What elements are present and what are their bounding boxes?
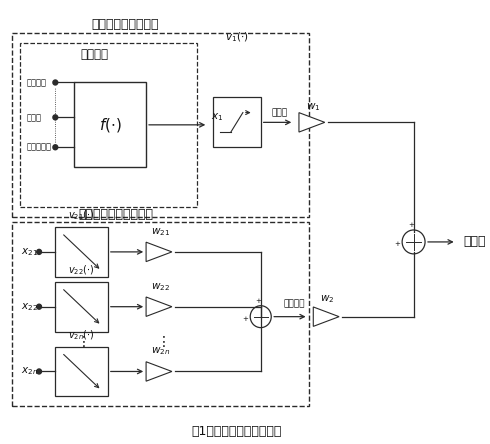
Text: 作付面積: 作付面積 xyxy=(26,78,47,87)
Text: +: + xyxy=(243,316,248,321)
Polygon shape xyxy=(299,113,325,132)
Circle shape xyxy=(37,304,42,309)
Bar xyxy=(12,33,309,217)
Text: 損益構造: 損益構造 xyxy=(80,48,108,61)
Polygon shape xyxy=(146,362,172,381)
Text: $\vdots$: $\vdots$ xyxy=(76,334,86,349)
Bar xyxy=(20,43,196,207)
Circle shape xyxy=(37,369,42,374)
Text: $x_{22}$: $x_{22}$ xyxy=(21,301,38,313)
Text: $v_{22}(\cdot)$: $v_{22}(\cdot)$ xyxy=(68,263,95,277)
Circle shape xyxy=(402,230,425,254)
Polygon shape xyxy=(146,242,172,262)
Text: $w_2$: $w_2$ xyxy=(320,293,335,305)
Bar xyxy=(213,97,261,147)
Bar xyxy=(55,282,108,332)
Text: 反当雇用費: 反当雇用費 xyxy=(26,143,51,152)
Text: $v_{21}(\cdot)$: $v_{21}(\cdot)$ xyxy=(68,208,95,222)
Text: $\vdots$: $\vdots$ xyxy=(156,334,165,349)
Text: $w_{2n}$: $w_{2n}$ xyxy=(151,345,170,357)
Text: $w_1$: $w_1$ xyxy=(306,102,320,113)
Text: +: + xyxy=(394,241,400,247)
Text: 収益性: 収益性 xyxy=(272,108,288,117)
Text: 作業特性: 作業特性 xyxy=(283,299,305,308)
Circle shape xyxy=(37,250,42,254)
Circle shape xyxy=(53,80,58,85)
Bar xyxy=(74,83,146,167)
Polygon shape xyxy=(313,307,339,326)
Text: $w_{21}$: $w_{21}$ xyxy=(151,226,170,238)
Text: 収益性評価ユニット: 収益性評価ユニット xyxy=(91,18,159,31)
Text: +: + xyxy=(408,222,414,229)
Text: 総価値: 総価値 xyxy=(463,235,486,249)
Polygon shape xyxy=(146,297,172,317)
Text: 図1　評価モデルの全体像: 図1 評価モデルの全体像 xyxy=(192,425,282,438)
Text: $x_1$: $x_1$ xyxy=(211,111,223,123)
Bar xyxy=(55,227,108,277)
Text: $v_1(\cdot)$: $v_1(\cdot)$ xyxy=(225,31,248,44)
Text: 作業特性評価ユニット: 作業特性評価ユニット xyxy=(78,207,153,221)
Text: $w_{22}$: $w_{22}$ xyxy=(151,281,170,293)
Text: 秀品率: 秀品率 xyxy=(26,113,42,122)
Circle shape xyxy=(53,145,58,150)
Text: $v_{2n}(\cdot)$: $v_{2n}(\cdot)$ xyxy=(68,328,95,341)
Bar xyxy=(55,347,108,396)
Text: +: + xyxy=(255,298,261,304)
Text: $x_{2n}$: $x_{2n}$ xyxy=(21,365,38,377)
Text: $f(\cdot)$: $f(\cdot)$ xyxy=(99,116,122,134)
Circle shape xyxy=(53,115,58,120)
Bar xyxy=(12,222,309,406)
Circle shape xyxy=(250,306,271,328)
Text: $x_{21}$: $x_{21}$ xyxy=(21,246,38,258)
